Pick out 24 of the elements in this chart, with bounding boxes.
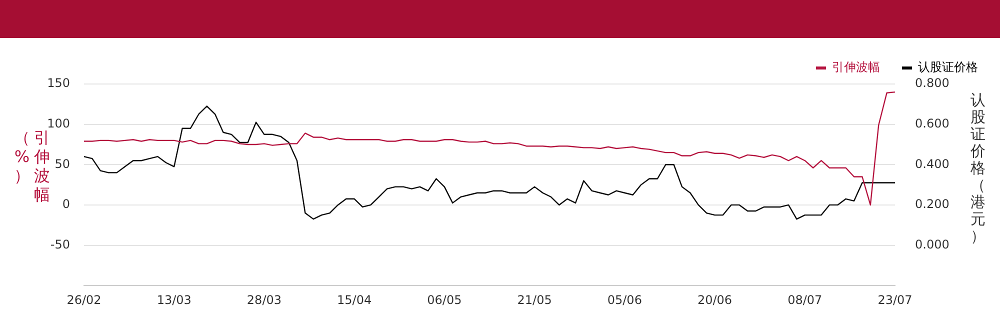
x-tick-label: 08/07 xyxy=(788,292,822,307)
text: 引伸波幅（%） xyxy=(14,128,50,204)
y2-tick-label: 0.400 xyxy=(915,156,950,171)
x-tick-label: 05/06 xyxy=(607,292,642,307)
y-tick-label: 0 xyxy=(62,197,70,212)
y2-tick-label: 0.000 xyxy=(915,237,950,252)
x-tick-label: 06/05 xyxy=(427,292,462,307)
x-tick-label: 20/06 xyxy=(697,292,732,307)
x-tick-label: 23/07 xyxy=(878,292,912,307)
y-tick-label: -50 xyxy=(50,237,70,252)
legend-label: 引伸波幅 xyxy=(832,60,880,74)
x-tick-label: 13/03 xyxy=(156,292,192,307)
x-tick-label: 26/02 xyxy=(66,292,102,307)
y-tick-label: 150 xyxy=(47,76,70,90)
x-tick-label: 28/03 xyxy=(246,292,282,307)
text: 认股证价格（港元） xyxy=(970,91,986,245)
y-tick-label: 100 xyxy=(47,116,70,130)
x-tick-label: 21/05 xyxy=(517,292,552,307)
x-tick-label: 15/04 xyxy=(337,292,372,307)
legend-label: 认股证价格 xyxy=(918,60,978,74)
y2-tick-label: 0.200 xyxy=(915,197,950,212)
y-tick-label: 50 xyxy=(54,156,70,171)
y2-tick-label: 0.600 xyxy=(915,116,950,130)
y2-tick-label: 0.800 xyxy=(915,76,950,90)
